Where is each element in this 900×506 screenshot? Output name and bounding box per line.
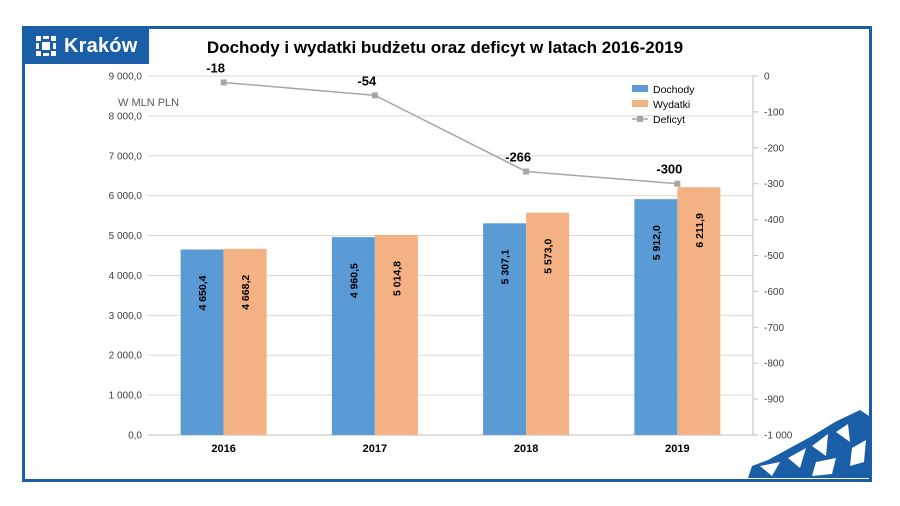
deficyt-marker xyxy=(220,79,227,86)
deficyt-marker xyxy=(674,180,681,187)
left-tick-label: 5 000,0 xyxy=(109,231,143,242)
right-axis: 0 -100 -200 -300 -400 -500 -600 -700 -800 -900 -1 … xyxy=(752,72,793,442)
deficyt-data-label: -18 xyxy=(206,60,225,75)
right-tick-label: -800 xyxy=(764,359,784,370)
deficyt-data-label: -54 xyxy=(357,73,377,88)
wydatki-legend-swatch xyxy=(632,100,648,107)
wydatki-data-label: 6 211,9 xyxy=(694,213,706,248)
krakow-logo: Kraków xyxy=(24,28,149,64)
right-tick-label: -400 xyxy=(764,215,784,226)
unit-label: W MLN PLN xyxy=(118,97,179,109)
legend: Dochody Wydatki Deficyt xyxy=(632,84,695,126)
category-label: 2019 xyxy=(665,443,689,455)
left-tick-label: 3 000,0 xyxy=(109,311,143,322)
category-label: 2018 xyxy=(514,443,538,455)
dochody-data-label: 4 960,5 xyxy=(348,263,360,298)
left-tick-label: 2 000,0 xyxy=(109,351,143,362)
deficyt-line xyxy=(223,81,678,185)
category-label: 2017 xyxy=(363,443,387,455)
wydatki-bar xyxy=(223,248,267,435)
krakow-emblem-icon xyxy=(36,36,56,56)
dochody-bar xyxy=(634,199,678,435)
left-tick-label: 8 000,0 xyxy=(109,111,143,122)
left-tick-label: 6 000,0 xyxy=(109,191,143,202)
deficyt-data-label: -300 xyxy=(656,162,682,177)
wydatki-bar xyxy=(677,187,721,435)
chart-frame xyxy=(22,26,872,482)
wydatki-data-label: 5 014,8 xyxy=(391,261,403,296)
dochody-legend-swatch xyxy=(632,85,648,92)
left-tick-label: 9 000,0 xyxy=(109,72,143,83)
deficyt-data-label: -266 xyxy=(505,149,531,164)
right-tick-label: 0 xyxy=(764,72,770,83)
right-tick-label: -300 xyxy=(764,179,784,190)
wydatki-data-label: 5 573,0 xyxy=(543,239,555,274)
dochody-bar xyxy=(483,223,527,435)
right-tick-label: -1 000 xyxy=(764,431,793,442)
logo-text: Kraków xyxy=(64,34,138,57)
right-tick-label: -600 xyxy=(764,287,784,298)
deficyt-marker xyxy=(523,168,530,175)
wydatki-legend-label: Wydatki xyxy=(653,99,690,111)
chart-title: Dochody i wydatki budżetu oraz deficyt w… xyxy=(207,38,683,57)
dochody-data-label: 5 912,0 xyxy=(651,225,663,260)
right-tick-label: -700 xyxy=(764,323,784,334)
dochody-data-label: 4 650,4 xyxy=(197,275,209,310)
right-tick-label: -200 xyxy=(764,143,784,154)
dochody-bar xyxy=(331,237,375,435)
left-tick-label: 1 000,0 xyxy=(109,391,143,402)
bar-series: 4 650,4 4 960,5 5 307,1 5 912,0 4 668,2 5 014… xyxy=(180,187,721,435)
deficit-line: -18 -54 -266 -300 xyxy=(206,60,682,187)
right-tick-label: -500 xyxy=(764,251,784,262)
wydatki-bar xyxy=(526,212,570,435)
deficyt-marker xyxy=(371,92,378,99)
left-axis: 0,0 1 000,0 2 000,0 3 000,0 4 000,0 5 000,0 6 … xyxy=(109,72,143,442)
deficyt-legend-label: Deficyt xyxy=(653,114,685,126)
category-axis: 2016 2017 2018 2019 xyxy=(211,443,689,455)
deficyt-legend-marker xyxy=(637,116,643,122)
category-label: 2016 xyxy=(211,443,235,455)
krakow-pattern-decoration xyxy=(748,410,872,478)
wydatki-data-label: 4 668,2 xyxy=(240,275,252,310)
left-tick-label: 7 000,0 xyxy=(109,151,143,162)
dochody-bar xyxy=(180,249,224,435)
dochody-legend-label: Dochody xyxy=(653,84,695,96)
left-tick-label: 0,0 xyxy=(128,431,142,442)
right-tick-label: -900 xyxy=(764,395,784,406)
right-tick-label: -100 xyxy=(764,107,784,118)
left-tick-label: 4 000,0 xyxy=(109,271,143,282)
wydatki-bar xyxy=(374,234,418,435)
dochody-data-label: 5 307,1 xyxy=(500,249,512,284)
